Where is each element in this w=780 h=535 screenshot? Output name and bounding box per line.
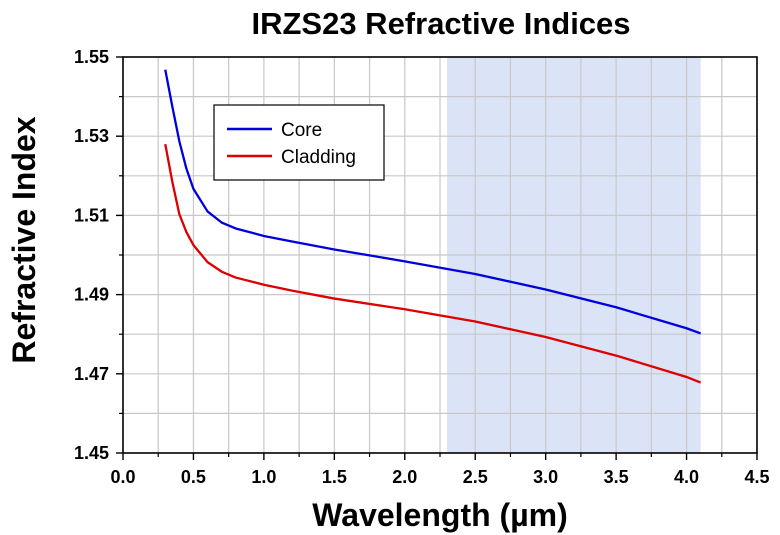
y-tick-label: 1.49 — [74, 285, 109, 305]
x-tick-labels: 0.0 0.5 1.0 1.5 2.0 2.5 3.0 3.5 4.0 4.5 — [110, 467, 769, 487]
x-tick-label: 0.5 — [181, 467, 206, 487]
tick-layer — [116, 56, 758, 460]
y-tick-label: 1.51 — [74, 205, 109, 225]
x-tick-label: 2.5 — [463, 467, 488, 487]
x-tick-label: 4.5 — [744, 467, 769, 487]
legend-label-cladding: Cladding — [281, 147, 356, 168]
y-tick-label: 1.47 — [74, 364, 109, 384]
y-tick-labels: 1.45 1.47 1.49 1.51 1.53 1.55 — [74, 47, 109, 463]
x-tick-label: 2.0 — [392, 467, 417, 487]
y-tick-label: 1.53 — [74, 126, 109, 146]
y-axis-title: Refractive Index — [6, 116, 42, 363]
x-tick-label: 1.5 — [322, 467, 347, 487]
legend: Core Cladding — [213, 104, 385, 181]
x-tick-label: 0.0 — [110, 467, 135, 487]
y-tick-label: 1.45 — [74, 443, 109, 463]
x-tick-label: 1.0 — [251, 467, 276, 487]
series-line-core — [164, 69, 702, 335]
y-tick-label: 1.55 — [74, 47, 109, 67]
series-line-cladding — [164, 143, 702, 384]
x-tick-label: 3.0 — [533, 467, 558, 487]
x-axis-title: Wavelength (µm) — [312, 497, 567, 533]
legend-box — [213, 104, 385, 181]
legend-label-core: Core — [281, 120, 322, 141]
x-tick-label: 4.0 — [674, 467, 699, 487]
x-tick-label: 3.5 — [604, 467, 629, 487]
series-layer — [164, 69, 702, 384]
chart-title: IRZS23 Refractive Indices — [251, 6, 630, 41]
